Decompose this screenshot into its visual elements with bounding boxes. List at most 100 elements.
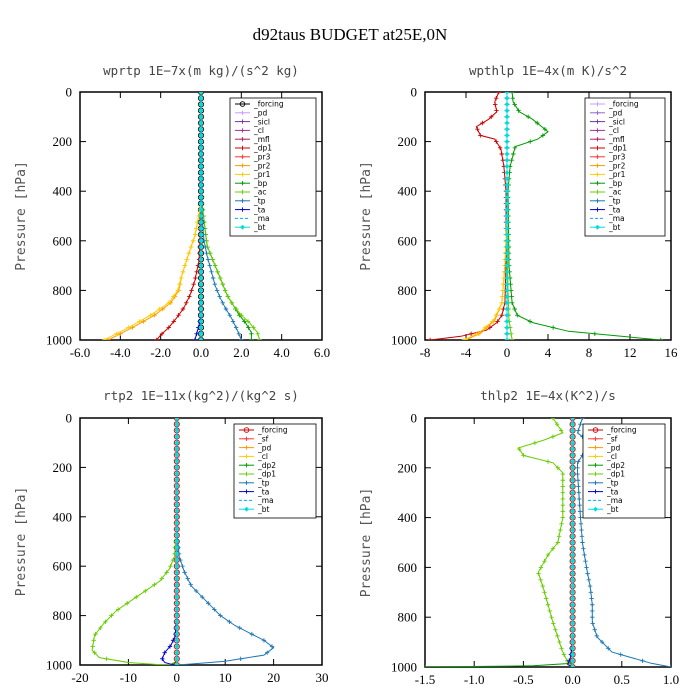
data-point-bt bbox=[504, 244, 510, 250]
data-point-bt bbox=[198, 325, 204, 331]
y-tick-label: 800 bbox=[398, 283, 418, 298]
data-point-tp bbox=[220, 300, 225, 305]
data-point-dp1 bbox=[154, 337, 159, 340]
data-point-bt bbox=[504, 139, 510, 145]
series-group bbox=[425, 418, 671, 667]
data-point-ac bbox=[234, 306, 239, 312]
data-point-bt bbox=[570, 465, 576, 471]
data-point-dp1 bbox=[557, 639, 562, 645]
x-tick-label: 10 bbox=[219, 670, 232, 685]
data-point-tp bbox=[640, 658, 645, 663]
data-point-bt bbox=[174, 606, 180, 612]
data-point-bt bbox=[174, 576, 180, 582]
data-point-tp bbox=[188, 582, 193, 587]
data-point-bp bbox=[510, 96, 515, 101]
data-point-bt bbox=[504, 238, 510, 244]
data-point-tp bbox=[200, 594, 205, 600]
chart-panel-4: thlp2 1E−4x(K^2)/s Pressure [hPa] -1.5 -1.0… bbox=[359, 388, 679, 687]
data-point-bt bbox=[198, 108, 204, 114]
data-point-tp bbox=[578, 521, 584, 527]
data-point-bt bbox=[504, 132, 510, 138]
legend-box bbox=[233, 423, 317, 519]
legend-marker bbox=[240, 163, 245, 168]
data-point-dp1 bbox=[545, 602, 551, 607]
data-point-dp1 bbox=[556, 534, 562, 539]
data-point-tp bbox=[577, 496, 582, 502]
data-point-pr2 bbox=[118, 331, 123, 336]
data-point-dp1 bbox=[499, 151, 504, 157]
legend-marker bbox=[593, 506, 598, 512]
data-point-dp1 bbox=[540, 583, 545, 589]
data-point-bp bbox=[512, 306, 517, 312]
data-point-bt bbox=[570, 614, 576, 620]
data-point-bt bbox=[174, 539, 180, 544]
data-point-ac bbox=[217, 275, 223, 281]
data-point-bt bbox=[198, 132, 204, 138]
data-point-tp bbox=[584, 565, 589, 570]
data-point-bt bbox=[174, 520, 180, 526]
data-point-bt bbox=[198, 139, 204, 145]
x-tick-label: 30 bbox=[316, 670, 329, 685]
data-point-bp bbox=[535, 120, 540, 126]
data-point-dp1 bbox=[560, 509, 565, 514]
data-point-bt bbox=[198, 194, 204, 200]
legend-marker bbox=[240, 137, 245, 142]
data-point-tp bbox=[618, 652, 623, 657]
data-point-dp1 bbox=[152, 582, 157, 587]
data-point-dp1 bbox=[560, 502, 565, 508]
data-point-bt bbox=[174, 418, 180, 421]
data-point-tp bbox=[590, 608, 595, 614]
legend-label: _forcing bbox=[257, 426, 288, 435]
data-point-bt bbox=[174, 625, 180, 631]
legend-label: _pr1 bbox=[608, 170, 626, 179]
data-point-dp1 bbox=[560, 484, 565, 489]
data-point-dp1 bbox=[559, 646, 564, 651]
legend-marker bbox=[593, 454, 598, 459]
x-tick-label: -8 bbox=[420, 345, 431, 360]
legend-label: _tp bbox=[608, 197, 621, 206]
legend-label: _ta bbox=[257, 487, 269, 496]
x-tick-label: -4.0 bbox=[110, 345, 131, 360]
data-point-bp bbox=[528, 139, 533, 144]
data-point-dp1 bbox=[536, 571, 541, 576]
data-point-dp1 bbox=[545, 552, 551, 558]
data-point-dp2 bbox=[425, 664, 428, 667]
data-point-tp bbox=[578, 422, 583, 427]
data-point-dp1 bbox=[187, 294, 192, 299]
data-point-tp bbox=[182, 570, 187, 575]
data-point-bp bbox=[542, 127, 548, 132]
legend-marker bbox=[240, 119, 245, 124]
data-point-dp1 bbox=[194, 269, 199, 274]
data-point-bt bbox=[174, 650, 180, 656]
data-point-dp1 bbox=[90, 644, 95, 649]
legend-label: _ac bbox=[253, 188, 266, 197]
data-point-dp1 bbox=[494, 96, 499, 101]
data-point-bt bbox=[198, 188, 204, 194]
data-point-bt bbox=[504, 281, 510, 287]
data-point-bt bbox=[570, 521, 576, 527]
data-point-pr2 bbox=[141, 319, 146, 324]
data-point-dp1 bbox=[550, 418, 556, 421]
chart-title: wprtp 1E−7x(m kg)/(s^2 kg) bbox=[103, 63, 299, 78]
data-point-pr1 bbox=[188, 244, 194, 250]
data-point-ac bbox=[223, 288, 228, 293]
data-point-bp bbox=[509, 158, 514, 163]
data-point-bt bbox=[570, 515, 576, 521]
data-point-bt bbox=[174, 440, 180, 446]
data-point-bt bbox=[174, 514, 180, 520]
data-point-dp1 bbox=[494, 139, 499, 144]
data-point-dp1 bbox=[124, 601, 130, 606]
x-tick-label: 4 bbox=[545, 345, 552, 360]
data-point-pr1 bbox=[148, 313, 153, 318]
legend-label: _cl bbox=[606, 452, 617, 461]
legend-marker bbox=[240, 207, 245, 212]
data-point-bp bbox=[550, 325, 556, 330]
data-point-dp1 bbox=[495, 319, 500, 324]
legend-marker bbox=[244, 463, 249, 468]
legend-label: _ta bbox=[608, 205, 620, 214]
legend-marker bbox=[593, 471, 598, 477]
y-axis-label: Pressure [hPa] bbox=[359, 488, 374, 598]
data-point-tp bbox=[576, 484, 581, 489]
data-point-bt bbox=[504, 95, 510, 101]
